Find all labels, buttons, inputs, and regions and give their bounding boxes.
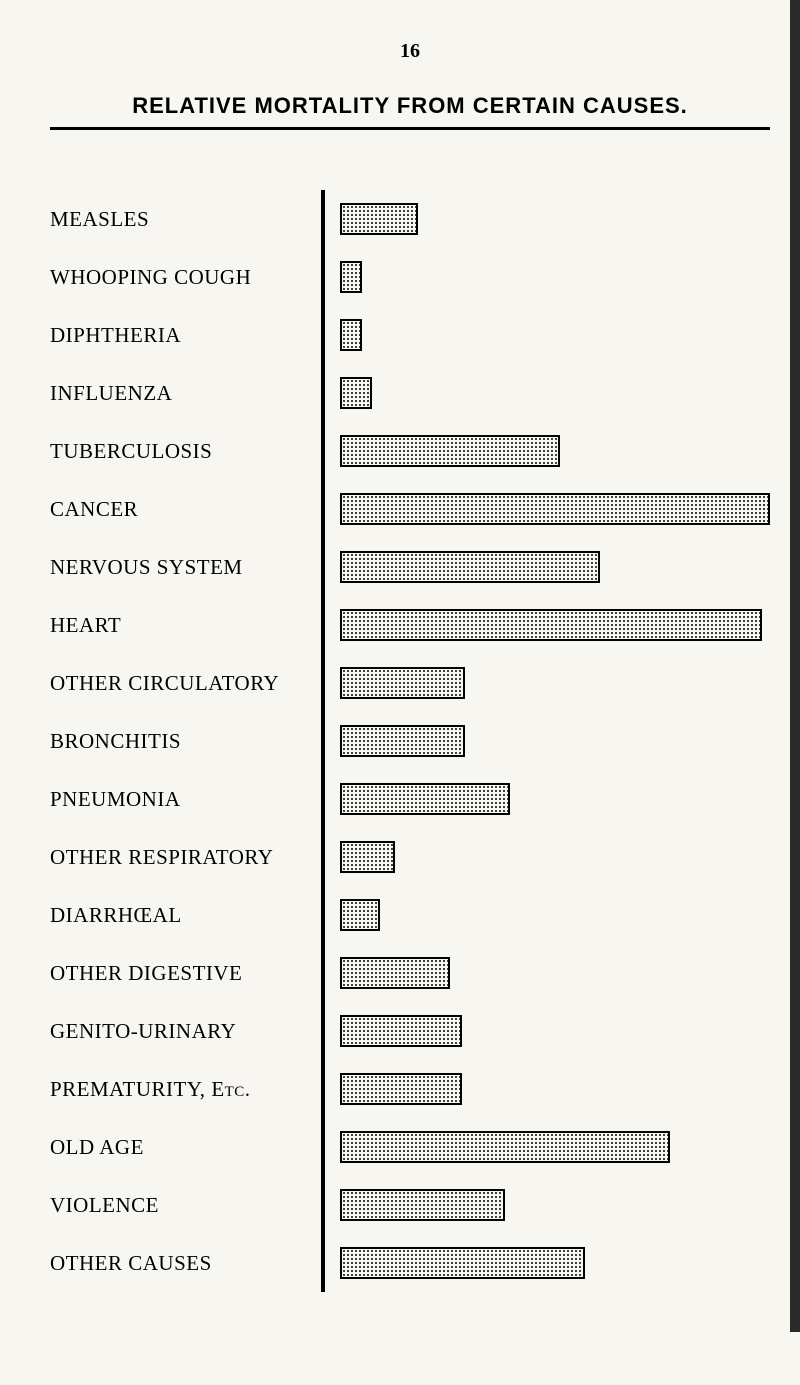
mortality-bar xyxy=(340,1131,670,1163)
cause-label: WHOOPING COUGH xyxy=(50,265,251,290)
mortality-bar xyxy=(340,261,362,293)
label-row: NERVOUS SYSTEM xyxy=(50,538,311,596)
bar-row xyxy=(340,248,770,306)
cause-label: CANCER xyxy=(50,497,138,522)
cause-label: GENITO-URINARY xyxy=(50,1019,236,1044)
label-row: OLD AGE xyxy=(50,1118,311,1176)
page-edge-shadow xyxy=(790,0,800,1332)
mortality-bar xyxy=(340,783,510,815)
bar-row xyxy=(340,190,770,248)
bar-row xyxy=(340,538,770,596)
cause-label: OTHER RESPIRATORY xyxy=(50,845,273,870)
bar-row xyxy=(340,480,770,538)
mortality-bar xyxy=(340,203,418,235)
bar-row xyxy=(340,306,770,364)
mortality-bar xyxy=(340,1073,462,1105)
label-row: VIOLENCE xyxy=(50,1176,311,1234)
cause-label: PREMATURITY, Etc. xyxy=(50,1077,251,1102)
label-row: OTHER CIRCULATORY xyxy=(50,654,311,712)
mortality-bar xyxy=(340,435,560,467)
cause-label: NERVOUS SYSTEM xyxy=(50,555,243,580)
label-row: WHOOPING COUGH xyxy=(50,248,311,306)
mortality-bar xyxy=(340,551,600,583)
label-row: PNEUMONIA xyxy=(50,770,311,828)
label-row: MEASLES xyxy=(50,190,311,248)
cause-label: VIOLENCE xyxy=(50,1193,159,1218)
mortality-bar xyxy=(340,377,372,409)
cause-label: PNEUMONIA xyxy=(50,787,181,812)
bar-row xyxy=(340,886,770,944)
mortality-bar xyxy=(340,1247,585,1279)
label-row: DIARRHŒAL xyxy=(50,886,311,944)
cause-label: TUBERCULOSIS xyxy=(50,439,212,464)
bar-row xyxy=(340,596,770,654)
label-row: DIPHTHERIA xyxy=(50,306,311,364)
label-row: HEART xyxy=(50,596,311,654)
cause-label: OTHER CIRCULATORY xyxy=(50,671,279,696)
labels-column: MEASLES WHOOPING COUGH DIPHTHERIA INFLUENZA… xyxy=(50,190,325,1292)
label-row: INFLUENZA xyxy=(50,364,311,422)
bars-column xyxy=(325,190,770,1292)
label-row: BRONCHITIS xyxy=(50,712,311,770)
bar-row xyxy=(340,828,770,886)
bar-row xyxy=(340,1060,770,1118)
cause-label: DIPHTHERIA xyxy=(50,323,181,348)
bar-row xyxy=(340,364,770,422)
cause-label: DIARRHŒAL xyxy=(50,903,182,928)
label-row: OTHER DIGESTIVE xyxy=(50,944,311,1002)
mortality-bar xyxy=(340,493,770,525)
cause-label: HEART xyxy=(50,613,121,638)
label-row: GENITO-URINARY xyxy=(50,1002,311,1060)
mortality-bar xyxy=(340,725,465,757)
mortality-bar xyxy=(340,899,380,931)
bar-row xyxy=(340,712,770,770)
mortality-bar xyxy=(340,667,465,699)
chart-title: RELATIVE MORTALITY FROM CERTAIN CAUSES. xyxy=(50,93,770,130)
label-row: PREMATURITY, Etc. xyxy=(50,1060,311,1118)
bar-row xyxy=(340,944,770,1002)
bar-row xyxy=(340,770,770,828)
cause-label: MEASLES xyxy=(50,207,149,232)
label-row: OTHER RESPIRATORY xyxy=(50,828,311,886)
bar-row xyxy=(340,1002,770,1060)
mortality-bar xyxy=(340,1015,462,1047)
cause-label: OLD AGE xyxy=(50,1135,144,1160)
bar-row xyxy=(340,1176,770,1234)
mortality-bar xyxy=(340,1189,505,1221)
bar-row xyxy=(340,1234,770,1292)
label-row: CANCER xyxy=(50,480,311,538)
bar-row xyxy=(340,422,770,480)
mortality-chart: MEASLES WHOOPING COUGH DIPHTHERIA INFLUENZA… xyxy=(50,190,770,1292)
bar-row xyxy=(340,654,770,712)
label-row: OTHER CAUSES xyxy=(50,1234,311,1292)
mortality-bar xyxy=(340,609,762,641)
cause-label: INFLUENZA xyxy=(50,381,172,406)
cause-label: OTHER CAUSES xyxy=(50,1251,212,1276)
mortality-bar xyxy=(340,841,395,873)
cause-label: OTHER DIGESTIVE xyxy=(50,961,242,986)
page-number: 16 xyxy=(50,40,770,63)
label-row: TUBERCULOSIS xyxy=(50,422,311,480)
mortality-bar xyxy=(340,957,450,989)
cause-label: BRONCHITIS xyxy=(50,729,181,754)
bar-row xyxy=(340,1118,770,1176)
mortality-bar xyxy=(340,319,362,351)
